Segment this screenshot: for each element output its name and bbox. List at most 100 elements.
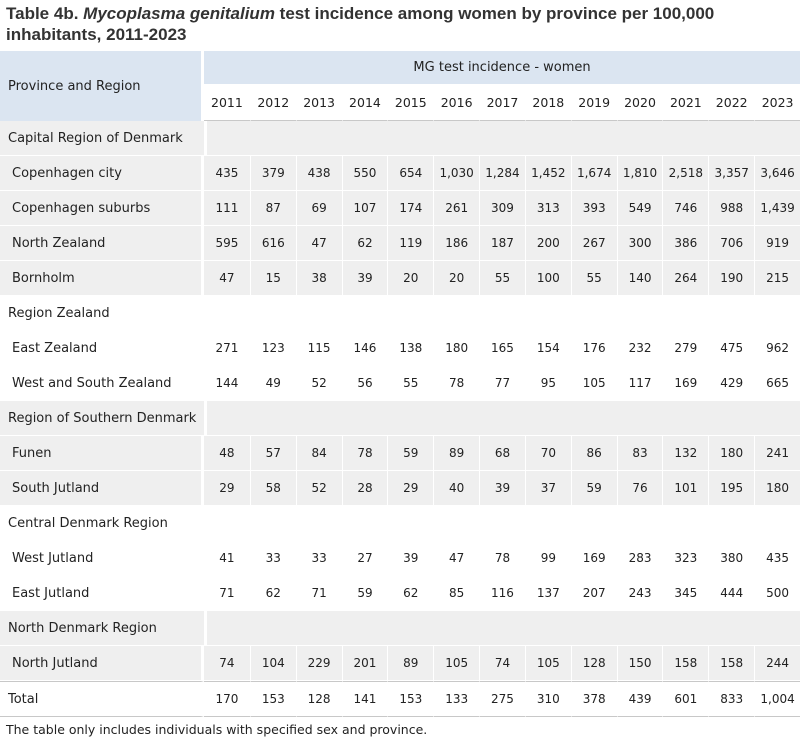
incidence-value: 59 — [341, 576, 388, 611]
incidence-value: 47 — [295, 226, 342, 261]
region-label: Capital Region of Denmark — [0, 121, 204, 156]
incidence-value: 444 — [708, 576, 755, 611]
province-row: West and South Zealand 144 49 52 56 55 78 77 95 1… — [0, 366, 800, 401]
year-header: 2013 — [295, 84, 342, 121]
incidence-value: 229 — [295, 646, 342, 681]
incidence-value: 1,674 — [570, 156, 617, 191]
incidence-value: 379 — [249, 156, 296, 191]
incidence-value: 89 — [387, 646, 434, 681]
province-label: Copenhagen suburbs — [0, 191, 204, 226]
incidence-value: 20 — [433, 261, 480, 296]
incidence-value: 133 — [433, 681, 480, 717]
incidence-value: 95 — [524, 366, 571, 401]
incidence-value: 378 — [570, 681, 617, 717]
incidence-value: 74 — [204, 646, 250, 681]
incidence-value: 132 — [662, 436, 709, 471]
region-label: Region of Southern Denmark — [0, 401, 204, 436]
incidence-value: 393 — [570, 191, 617, 226]
incidence-value: 59 — [387, 436, 434, 471]
incidence-value: 279 — [662, 331, 709, 366]
incidence-value: 195 — [708, 471, 755, 506]
year-header: 2014 — [341, 84, 388, 121]
title-prefix: Table 4b. — [6, 4, 84, 23]
incidence-value: 86 — [570, 436, 617, 471]
incidence-value: 150 — [616, 646, 663, 681]
province-label: North Jutland — [0, 646, 204, 681]
incidence-value: 58 — [249, 471, 296, 506]
incidence-value: 138 — [387, 331, 434, 366]
incidence-value: 313 — [524, 191, 571, 226]
incidence-value: 128 — [295, 681, 342, 717]
incidence-value: 105 — [524, 646, 571, 681]
incidence-value: 56 — [341, 366, 388, 401]
incidence-value: 84 — [295, 436, 342, 471]
incidence-value: 123 — [249, 331, 296, 366]
incidence-value: 500 — [754, 576, 800, 611]
incidence-value: 190 — [708, 261, 755, 296]
incidence-value: 435 — [204, 156, 250, 191]
province-row: South Jutland 29 58 52 28 29 40 39 37 59 76 101 195 1… — [0, 471, 800, 506]
province-row: West Jutland 41 33 33 27 39 47 78 99 169 283 323 380… — [0, 541, 800, 576]
incidence-value: 429 — [708, 366, 755, 401]
incidence-value: 283 — [616, 541, 663, 576]
year-header: 2015 — [387, 84, 434, 121]
incidence-value: 116 — [479, 576, 525, 611]
province-label: East Jutland — [0, 576, 204, 611]
year-header: 2016 — [433, 84, 480, 121]
incidence-value: 105 — [433, 646, 480, 681]
incidence-value: 438 — [295, 156, 342, 191]
incidence-value: 52 — [295, 471, 342, 506]
incidence-value: 55 — [479, 261, 525, 296]
region-row: Region Zealand — [0, 296, 800, 331]
table-header: Province and Region MG test incidence - … — [0, 51, 800, 121]
year-header: 2021 — [662, 84, 709, 121]
incidence-value: 140 — [616, 261, 663, 296]
province-row: Bornholm 47 15 38 39 20 20 55 100 55 140 264 190 215 — [0, 261, 800, 296]
incidence-value: 48 — [204, 436, 250, 471]
incidence-value: 180 — [433, 331, 480, 366]
incidence-value: 89 — [433, 436, 480, 471]
incidence-value: 1,439 — [754, 191, 800, 226]
year-header: 2022 — [708, 84, 755, 121]
incidence-value: 550 — [341, 156, 388, 191]
incidence-value: 169 — [662, 366, 709, 401]
incidence-value: 40 — [433, 471, 480, 506]
incidence-value: 154 — [524, 331, 571, 366]
incidence-value: 261 — [433, 191, 480, 226]
incidence-value: 41 — [204, 541, 250, 576]
incidence-value: 310 — [524, 681, 571, 717]
incidence-value: 71 — [204, 576, 250, 611]
incidence-value: 141 — [341, 681, 388, 717]
incidence-value: 101 — [662, 471, 709, 506]
incidence-value: 78 — [479, 541, 525, 576]
year-header: 2020 — [616, 84, 663, 121]
province-label: South Jutland — [0, 471, 204, 506]
region-row: Capital Region of Denmark — [0, 121, 800, 156]
incidence-value: 275 — [479, 681, 525, 717]
incidence-value: 207 — [570, 576, 617, 611]
incidence-value: 117 — [616, 366, 663, 401]
incidence-value: 243 — [616, 576, 663, 611]
incidence-value: 180 — [754, 471, 800, 506]
incidence-value: 215 — [754, 261, 800, 296]
incidence-value: 99 — [524, 541, 571, 576]
incidence-value: 38 — [295, 261, 342, 296]
incidence-value: 300 — [616, 226, 663, 261]
region-row: Region of Southern Denmark — [0, 401, 800, 436]
incidence-value: 78 — [341, 436, 388, 471]
incidence-value: 105 — [570, 366, 617, 401]
incidence-value: 146 — [341, 331, 388, 366]
incidence-value: 85 — [433, 576, 480, 611]
incidence-value: 107 — [341, 191, 388, 226]
region-label: Region Zealand — [0, 296, 204, 331]
province-column-header: Province and Region — [0, 51, 204, 121]
incidence-value: 665 — [754, 366, 800, 401]
region-row-filler — [204, 401, 800, 436]
incidence-value: 62 — [249, 576, 296, 611]
incidence-value: 87 — [249, 191, 296, 226]
incidence-value: 201 — [341, 646, 388, 681]
province-label: West and South Zealand — [0, 366, 204, 401]
incidence-value: 1,284 — [479, 156, 525, 191]
incidence-value: 77 — [479, 366, 525, 401]
incidence-value: 200 — [524, 226, 571, 261]
